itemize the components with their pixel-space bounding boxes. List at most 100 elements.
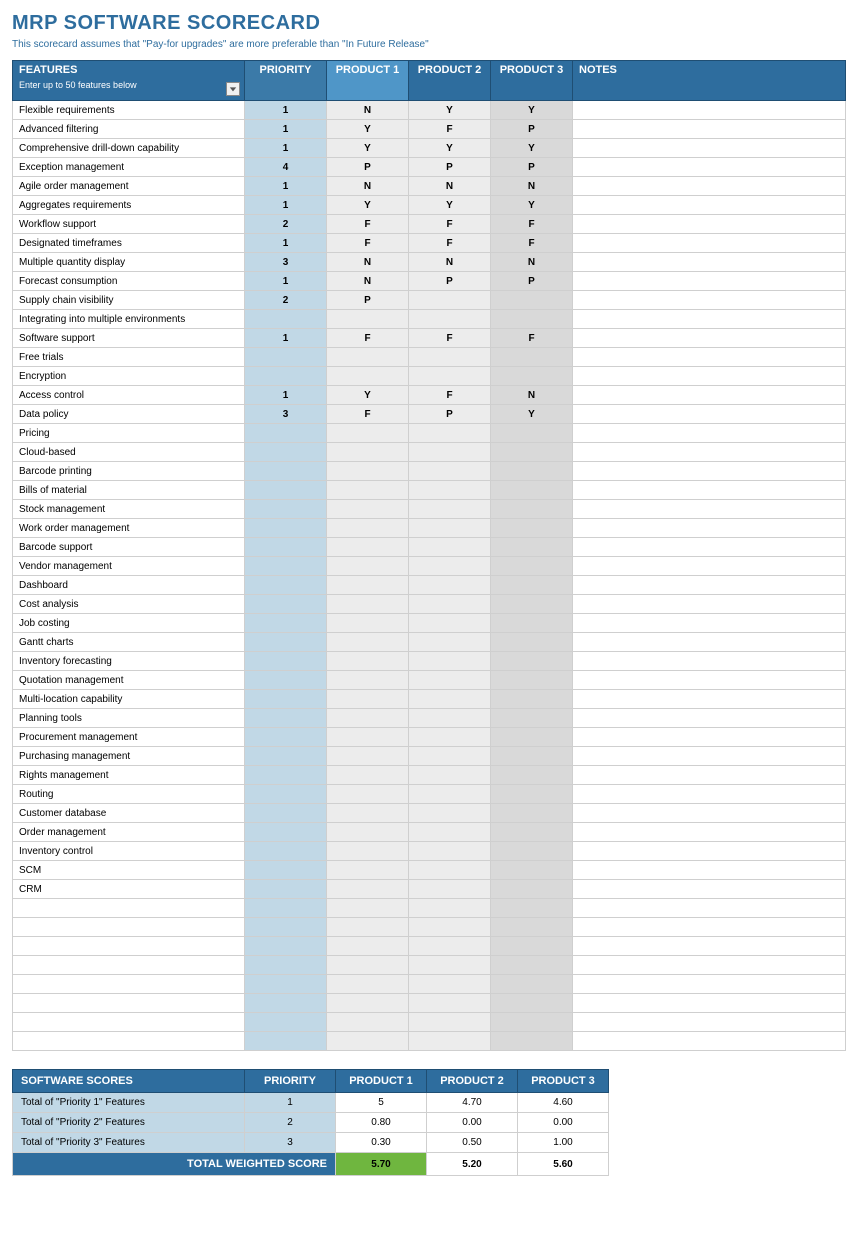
feature-cell[interactable]: Pricing [13, 424, 245, 443]
notes-cell[interactable] [573, 158, 846, 177]
notes-cell[interactable] [573, 329, 846, 348]
product3-cell[interactable] [491, 633, 573, 652]
feature-cell[interactable]: Dashboard [13, 576, 245, 595]
product2-cell[interactable]: F [409, 215, 491, 234]
product2-cell[interactable] [409, 310, 491, 329]
priority-cell[interactable]: 2 [245, 215, 327, 234]
product3-cell[interactable] [491, 766, 573, 785]
product1-cell[interactable] [327, 690, 409, 709]
priority-cell[interactable]: 1 [245, 101, 327, 120]
priority-cell[interactable]: 3 [245, 253, 327, 272]
product1-cell[interactable]: N [327, 177, 409, 196]
notes-cell[interactable] [573, 538, 846, 557]
feature-cell[interactable]: Planning tools [13, 709, 245, 728]
product1-cell[interactable]: P [327, 158, 409, 177]
product3-cell[interactable] [491, 728, 573, 747]
feature-cell[interactable] [13, 918, 245, 937]
product1-cell[interactable] [327, 956, 409, 975]
notes-cell[interactable] [573, 310, 846, 329]
notes-cell[interactable] [573, 557, 846, 576]
feature-cell[interactable]: Advanced filtering [13, 120, 245, 139]
product2-cell[interactable] [409, 823, 491, 842]
product2-cell[interactable] [409, 633, 491, 652]
product2-cell[interactable] [409, 766, 491, 785]
product2-cell[interactable] [409, 576, 491, 595]
notes-cell[interactable] [573, 728, 846, 747]
product3-cell[interactable]: Y [491, 101, 573, 120]
priority-cell[interactable]: 1 [245, 196, 327, 215]
product2-cell[interactable]: Y [409, 101, 491, 120]
notes-cell[interactable] [573, 918, 846, 937]
priority-cell[interactable]: 1 [245, 386, 327, 405]
product3-cell[interactable] [491, 652, 573, 671]
feature-cell[interactable]: SCM [13, 861, 245, 880]
product1-cell[interactable] [327, 519, 409, 538]
product2-cell[interactable]: F [409, 386, 491, 405]
notes-cell[interactable] [573, 177, 846, 196]
notes-cell[interactable] [573, 804, 846, 823]
product3-cell[interactable] [491, 367, 573, 386]
feature-cell[interactable]: Cost analysis [13, 595, 245, 614]
notes-cell[interactable] [573, 386, 846, 405]
product3-cell[interactable] [491, 538, 573, 557]
product3-cell[interactable] [491, 671, 573, 690]
feature-cell[interactable]: Multi-location capability [13, 690, 245, 709]
product3-cell[interactable] [491, 899, 573, 918]
priority-cell[interactable] [245, 899, 327, 918]
product3-cell[interactable] [491, 310, 573, 329]
product1-cell[interactable] [327, 804, 409, 823]
notes-cell[interactable] [573, 120, 846, 139]
priority-cell[interactable] [245, 880, 327, 899]
notes-cell[interactable] [573, 652, 846, 671]
feature-cell[interactable]: Multiple quantity display [13, 253, 245, 272]
product1-cell[interactable] [327, 785, 409, 804]
product2-cell[interactable]: F [409, 329, 491, 348]
product1-cell[interactable] [327, 595, 409, 614]
notes-cell[interactable] [573, 975, 846, 994]
product2-cell[interactable] [409, 785, 491, 804]
feature-cell[interactable] [13, 1013, 245, 1032]
product3-cell[interactable] [491, 918, 573, 937]
priority-cell[interactable] [245, 861, 327, 880]
product1-cell[interactable] [327, 652, 409, 671]
product1-cell[interactable] [327, 842, 409, 861]
product2-cell[interactable]: P [409, 158, 491, 177]
priority-cell[interactable] [245, 804, 327, 823]
product2-cell[interactable]: P [409, 405, 491, 424]
notes-cell[interactable] [573, 785, 846, 804]
product3-cell[interactable] [491, 861, 573, 880]
feature-cell[interactable]: Cloud-based [13, 443, 245, 462]
notes-cell[interactable] [573, 481, 846, 500]
notes-cell[interactable] [573, 348, 846, 367]
product1-cell[interactable]: F [327, 329, 409, 348]
priority-cell[interactable] [245, 823, 327, 842]
product3-cell[interactable]: P [491, 120, 573, 139]
notes-cell[interactable] [573, 101, 846, 120]
product3-cell[interactable] [491, 519, 573, 538]
feature-cell[interactable]: Gantt charts [13, 633, 245, 652]
product2-cell[interactable] [409, 481, 491, 500]
priority-cell[interactable] [245, 500, 327, 519]
product3-cell[interactable] [491, 804, 573, 823]
product2-cell[interactable]: Y [409, 196, 491, 215]
priority-cell[interactable] [245, 595, 327, 614]
product3-cell[interactable] [491, 1032, 573, 1051]
notes-cell[interactable] [573, 633, 846, 652]
priority-cell[interactable] [245, 652, 327, 671]
product1-cell[interactable] [327, 1013, 409, 1032]
notes-cell[interactable] [573, 272, 846, 291]
priority-cell[interactable] [245, 1013, 327, 1032]
product3-cell[interactable]: N [491, 386, 573, 405]
product1-cell[interactable] [327, 994, 409, 1013]
notes-cell[interactable] [573, 766, 846, 785]
feature-cell[interactable]: Encryption [13, 367, 245, 386]
product1-cell[interactable] [327, 880, 409, 899]
feature-cell[interactable]: Quotation management [13, 671, 245, 690]
product2-cell[interactable] [409, 1032, 491, 1051]
priority-cell[interactable]: 4 [245, 158, 327, 177]
priority-cell[interactable]: 1 [245, 139, 327, 158]
feature-cell[interactable] [13, 1032, 245, 1051]
priority-cell[interactable] [245, 671, 327, 690]
product3-cell[interactable]: F [491, 234, 573, 253]
product2-cell[interactable]: Y [409, 139, 491, 158]
